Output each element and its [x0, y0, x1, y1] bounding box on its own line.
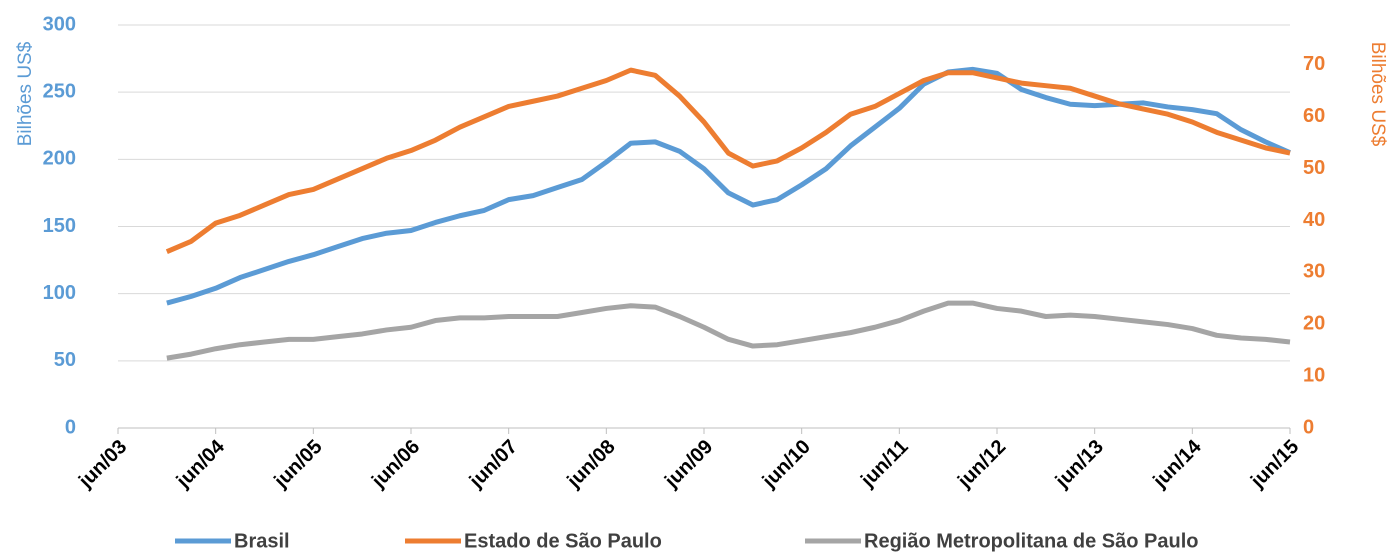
y-tick-label: 50: [54, 349, 76, 371]
x-tick-label: jun/10: [758, 436, 815, 493]
y2-tick-label: 10: [1303, 364, 1325, 386]
y-tick-label: 0: [65, 416, 76, 438]
x-tick-label: jun/05: [269, 436, 326, 493]
legend-label: Brasil: [234, 530, 290, 552]
series-line: [166, 66, 1292, 306]
y-tick-label: 150: [43, 215, 76, 237]
x-tick-label: jun/04: [172, 435, 230, 493]
y-tick-label: 100: [43, 282, 76, 304]
y2-tick-label: 30: [1303, 261, 1325, 283]
x-tick-label: jun/07: [465, 436, 522, 493]
y2-tick-label: 20: [1303, 313, 1325, 335]
legend-label: Estado de São Paulo: [464, 530, 662, 552]
y2-tick-label: 70: [1303, 53, 1325, 75]
y-tick-label: 200: [43, 148, 76, 170]
x-tick-label: jun/12: [953, 436, 1010, 493]
x-tick-label: jun/09: [660, 436, 717, 493]
x-tick-label: jun/11: [856, 436, 912, 492]
y-tick-label: 300: [43, 13, 76, 35]
x-tick-label: jun/15: [1246, 436, 1303, 493]
y2-tick-label: 50: [1303, 157, 1325, 179]
x-tick-label: jun/06: [367, 436, 424, 493]
y2-tick-label: 40: [1303, 209, 1325, 231]
x-tick-label: jun/13: [1051, 436, 1108, 493]
series-line: [165, 67, 1291, 254]
series-line: [166, 300, 1291, 361]
y-tick-label: 250: [43, 80, 76, 102]
y2-axis-title: Bilhões US$: [1367, 42, 1388, 147]
y2-tick-label: 0: [1303, 416, 1314, 438]
legend-label: Região Metropolitana de São Paulo: [864, 530, 1199, 552]
y2-tick-label: 60: [1303, 105, 1325, 127]
x-tick-label: jun/14: [1148, 435, 1206, 493]
x-tick-label: jun/08: [562, 436, 619, 493]
x-tick-label: jun/03: [74, 436, 131, 493]
y-axis-title: Bilhões US$: [15, 41, 36, 146]
